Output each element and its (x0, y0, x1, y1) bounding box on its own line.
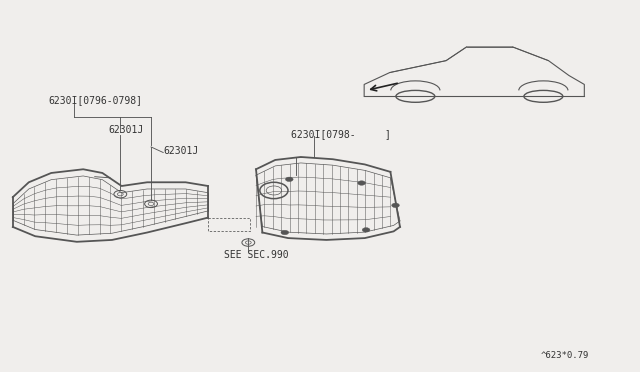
Text: 6230I[0796-0798]: 6230I[0796-0798] (48, 96, 142, 105)
Text: 62301J: 62301J (163, 146, 198, 155)
Circle shape (145, 200, 157, 208)
Circle shape (362, 228, 370, 232)
Circle shape (358, 181, 365, 185)
Circle shape (392, 203, 399, 208)
Text: 6230I[0798-     ]: 6230I[0798- ] (291, 129, 391, 139)
Text: SEE SEC.990: SEE SEC.990 (224, 250, 289, 260)
Circle shape (285, 177, 293, 182)
Text: ^623*0.79: ^623*0.79 (541, 351, 589, 360)
Circle shape (260, 182, 288, 199)
Circle shape (281, 230, 289, 235)
Circle shape (242, 239, 255, 246)
Text: 62301J: 62301J (109, 125, 144, 135)
Circle shape (114, 190, 127, 198)
